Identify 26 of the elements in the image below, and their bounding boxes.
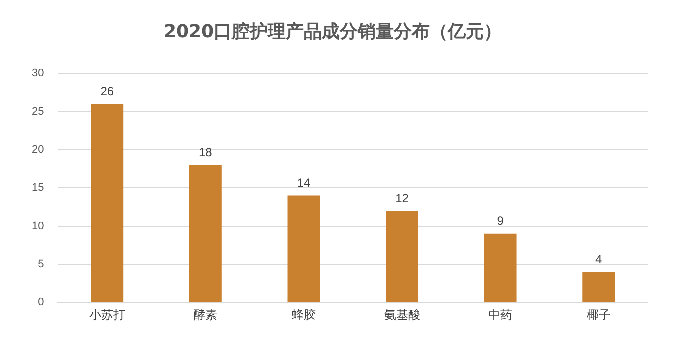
bar (91, 104, 124, 302)
data-label: 14 (297, 176, 311, 190)
bar (386, 211, 418, 302)
x-tick-label: 中药 (488, 308, 513, 322)
bar (484, 234, 517, 302)
bar (582, 272, 616, 302)
data-label: 18 (198, 146, 213, 160)
bar (288, 196, 320, 302)
y-tick-label: 30 (32, 68, 44, 80)
data-label: 9 (497, 214, 504, 228)
y-tick-label: 25 (32, 106, 44, 118)
y-tick-label: 5 (38, 258, 44, 270)
data-label: 12 (396, 191, 410, 206)
x-tick-label: 酵素 (194, 308, 218, 322)
data-label: 26 (100, 84, 114, 98)
bar (189, 165, 222, 302)
x-tick-label: 氨基酸 (384, 308, 420, 322)
y-tick-label: 0 (38, 296, 44, 309)
chart-title: 2020口腔护理产品成分销量分布（亿元） (164, 21, 502, 42)
x-tick-label: 蜂胶 (292, 308, 316, 322)
data-label: 4 (596, 252, 603, 266)
y-tick-label: 20 (32, 144, 44, 156)
y-tick-label: 15 (32, 182, 44, 194)
x-tick-label: 椰子 (586, 308, 611, 322)
x-tick-label: 小苏打 (89, 308, 126, 322)
y-tick-label: 10 (32, 220, 44, 232)
